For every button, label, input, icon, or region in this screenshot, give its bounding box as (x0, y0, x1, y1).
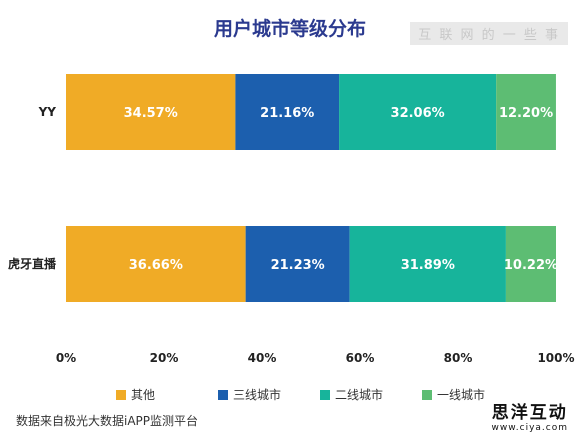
bar-segment-1-1 (245, 226, 350, 302)
bar-segment-1-2 (349, 226, 506, 302)
data-source-note: 数据来自极光大数据iAPP监测平台 (16, 414, 199, 428)
legend-swatch-other (116, 389, 126, 400)
legend-item-tier2: 二线城市 (320, 386, 422, 403)
legend-label-other: 其他 (131, 388, 156, 402)
data-label-0-1: 21.16% (260, 106, 314, 121)
legend-swatch-tier1 (422, 389, 432, 400)
data-label-1-2: 31.89% (401, 258, 455, 273)
x-tick-label-4: 80% (444, 351, 473, 365)
chart-legend: 其他 三线城市 二线城市 一线城市 (116, 386, 524, 403)
legend-label-tier2: 二线城市 (335, 388, 384, 402)
legend-label-tier3: 三线城市 (233, 388, 282, 402)
watermark-logo-text: 思洋互动 (491, 403, 568, 423)
bar-segment-0-0 (66, 74, 236, 150)
legend-swatch-tier3 (218, 389, 228, 400)
bar-segment-0-3 (496, 74, 556, 150)
legend-item-tier3: 三线城市 (218, 386, 320, 403)
x-tick-label-1: 20% (150, 351, 179, 365)
bar-segment-1-3 (505, 226, 556, 302)
x-tick-label-0: 0% (56, 351, 76, 365)
watermark-bottom: 思洋互动 www.ciya.com (487, 396, 572, 435)
data-label-0-2: 32.06% (391, 106, 445, 121)
category-label-0: YY (38, 105, 57, 119)
data-label-0-0: 34.57% (124, 106, 178, 121)
legend-label-tier1: 一线城市 (437, 388, 486, 402)
watermark-top: 互 联 网 的 一 些 事 (410, 22, 568, 45)
chart-title: 用户城市等级分布 (213, 18, 366, 40)
bar-segment-0-1 (235, 74, 340, 150)
bar-segment-0-2 (339, 74, 497, 150)
legend-item-other: 其他 (116, 386, 218, 403)
legend-item-tier1: 一线城市 (422, 386, 524, 403)
x-tick-label-3: 60% (346, 351, 375, 365)
x-tick-label-2: 40% (248, 351, 277, 365)
watermark-url: www.ciya.com (491, 423, 568, 433)
legend-swatch-tier2 (320, 389, 330, 400)
data-label-0-3: 12.20% (499, 106, 553, 121)
x-tick-label-5: 100% (537, 351, 574, 365)
data-label-1-3: 10.22% (504, 258, 558, 273)
data-label-1-1: 21.23% (271, 258, 325, 273)
data-label-1-0: 36.66% (129, 258, 183, 273)
bar-segment-1-0 (66, 226, 246, 302)
category-label-1: 虎牙直播 (8, 256, 57, 271)
